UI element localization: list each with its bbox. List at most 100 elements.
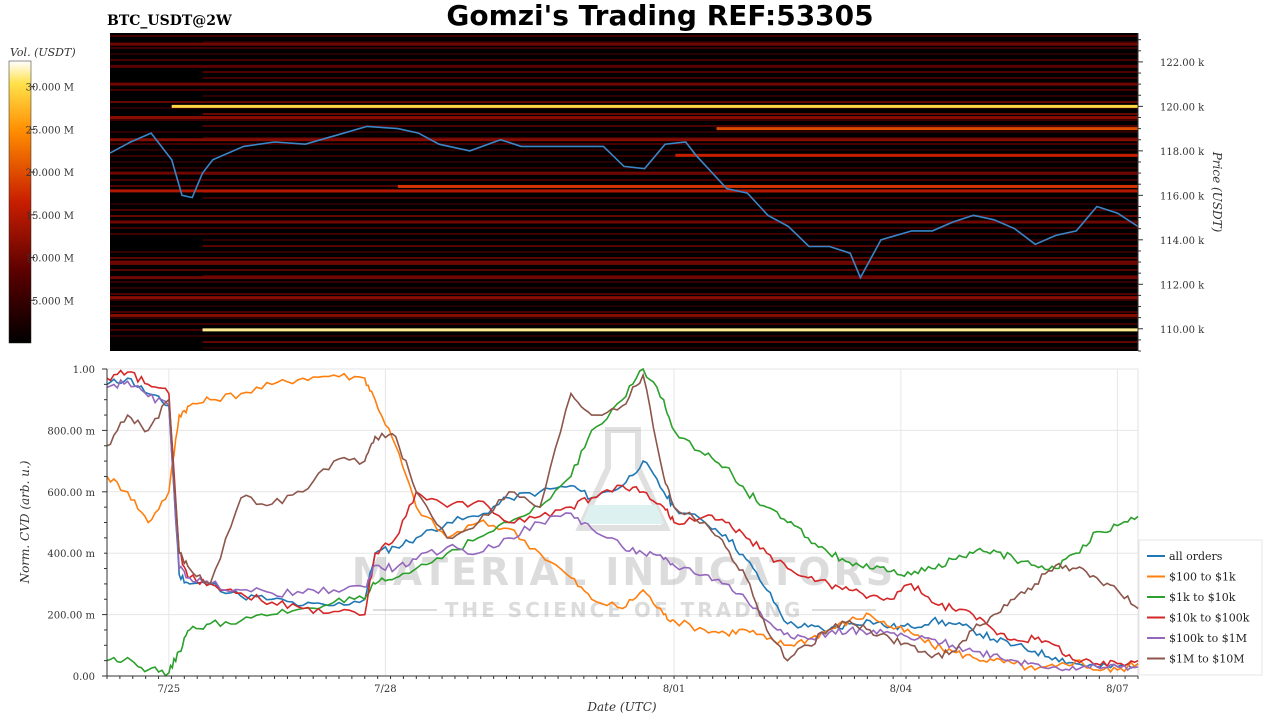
heatmap-row bbox=[110, 293, 1138, 295]
liquidity-level bbox=[110, 171, 1138, 175]
price-tick-label: 116.00 k bbox=[1160, 191, 1205, 202]
watermark-title: MATERIAL INDICATORS bbox=[352, 550, 896, 594]
legend-box bbox=[1138, 539, 1263, 676]
cvd-axis-label: Norm. CVD (arb. u.) bbox=[18, 460, 32, 584]
liquidity-level bbox=[110, 276, 1138, 280]
liquidity-level bbox=[397, 184, 1139, 188]
liquidity-level bbox=[110, 42, 1138, 46]
heatmap-row bbox=[110, 281, 1138, 283]
heatmap-row bbox=[110, 251, 1138, 253]
heatmap-row bbox=[110, 203, 1138, 205]
price-tick-label: 122.00 k bbox=[1160, 58, 1205, 69]
heatmap-row bbox=[110, 47, 1138, 49]
watermark: MATERIAL INDICATORS THE SCIENCE OF TRADI… bbox=[352, 427, 896, 622]
heatmap-row bbox=[202, 113, 1138, 115]
liquidity-level bbox=[202, 328, 1138, 332]
heatmap-row bbox=[110, 263, 1138, 265]
heatmap-row bbox=[202, 95, 1138, 97]
heatmap-row bbox=[110, 119, 1138, 121]
heatmap-row bbox=[202, 197, 1138, 199]
heatmap-row bbox=[202, 77, 1138, 79]
symbol-label: BTC_USDT@2W bbox=[107, 13, 232, 29]
heatmap-row bbox=[110, 323, 1138, 325]
heatmap-row bbox=[202, 275, 1138, 277]
colorbar bbox=[8, 60, 32, 344]
heatmap-row bbox=[110, 89, 1138, 91]
cvd-tick-label: 200.00 m bbox=[47, 611, 95, 622]
heatmap-row bbox=[110, 299, 1138, 301]
date-axis-label: Date (UTC) bbox=[586, 700, 656, 714]
price-tick-label: 110.00 k bbox=[1160, 325, 1205, 336]
liquidity-level bbox=[110, 313, 1138, 317]
liquidity-level bbox=[110, 296, 1138, 300]
date-tick-label: 8/07 bbox=[1106, 684, 1128, 695]
heatmap-row bbox=[110, 233, 1138, 235]
heatmap-row bbox=[110, 143, 1138, 145]
heatmap-row bbox=[110, 59, 1138, 61]
date-tick-label: 7/28 bbox=[374, 684, 396, 695]
heatmap-row bbox=[202, 239, 1138, 241]
heatmap-row bbox=[110, 35, 1138, 37]
legend-label: all orders bbox=[1169, 550, 1223, 563]
heatmap-row bbox=[110, 215, 1138, 217]
heatmap-row bbox=[202, 347, 1138, 349]
heatmap-row bbox=[202, 125, 1138, 127]
heatmap-row bbox=[110, 269, 1138, 271]
heatmap-row bbox=[110, 161, 1138, 163]
cvd-series-line bbox=[106, 378, 1139, 672]
heatmap-row bbox=[110, 209, 1138, 211]
cvd-series-line bbox=[106, 367, 1139, 677]
liquidity-level bbox=[110, 64, 1138, 68]
heatmap-row bbox=[110, 107, 1138, 109]
liquidity-level bbox=[171, 104, 1138, 108]
liquidity-level bbox=[110, 116, 1138, 120]
legend-label: $100k to $1M bbox=[1169, 632, 1247, 645]
watermark-subtitle: THE SCIENCE OF TRADING bbox=[445, 598, 804, 622]
flask-icon bbox=[575, 427, 671, 531]
liquidity-level bbox=[110, 138, 1138, 142]
legend-label: $1M to $10M bbox=[1169, 653, 1245, 666]
heatmap-row bbox=[110, 167, 1138, 169]
heatmap-row bbox=[202, 245, 1138, 247]
heatmap-row bbox=[110, 227, 1138, 229]
cvd-tick-label: 1.00 bbox=[73, 365, 95, 376]
heatmap-row bbox=[110, 179, 1138, 181]
colorbar-label: Vol. (USDT) bbox=[10, 46, 76, 59]
liquidity-level bbox=[716, 127, 1138, 131]
price-tick-label: 112.00 k bbox=[1160, 280, 1205, 291]
liquidity-level bbox=[110, 220, 1138, 224]
heatmap-row bbox=[202, 137, 1138, 139]
heatmap-row bbox=[110, 131, 1138, 133]
legend-label: $10k to $100k bbox=[1169, 612, 1250, 625]
price-tick-label: 120.00 k bbox=[1160, 102, 1205, 113]
liquidity-level bbox=[110, 189, 1138, 193]
cvd-series-line bbox=[106, 372, 1139, 674]
colorbar-tick-label: 15.000 M bbox=[26, 211, 74, 222]
date-tick-label: 8/04 bbox=[890, 684, 912, 695]
legend-label: $1k to $10k bbox=[1169, 591, 1236, 604]
heatmap-row bbox=[110, 101, 1138, 103]
date-tick-label: 8/01 bbox=[663, 684, 685, 695]
price-tick-label: 114.00 k bbox=[1160, 236, 1205, 247]
heatmap-row bbox=[110, 287, 1138, 289]
cvd-tick-label: 600.00 m bbox=[47, 488, 95, 499]
colorbar-tick-label: 5.000 M bbox=[32, 296, 74, 307]
price-tick-label: 118.00 k bbox=[1160, 147, 1205, 158]
liquidity-level bbox=[110, 82, 1138, 86]
cvd-series-line bbox=[106, 369, 1139, 668]
colorbar-tick-label: 30.000 M bbox=[26, 83, 74, 94]
liquidity-level bbox=[110, 260, 1138, 264]
heatmap-row bbox=[110, 317, 1138, 319]
price-axis-label: Price (USDT) bbox=[1210, 151, 1224, 233]
heatmap-row bbox=[202, 41, 1138, 43]
colorbar-tick-label: 25.000 M bbox=[26, 125, 74, 136]
liquidity-level bbox=[675, 153, 1138, 157]
colorbar-tick-label: 20.000 M bbox=[26, 168, 74, 179]
cvd-tick-label: 400.00 m bbox=[47, 549, 95, 560]
heatmap-row bbox=[110, 149, 1138, 151]
chart-title: Gomzi's Trading REF:53305 bbox=[446, 0, 873, 32]
heatmap-row bbox=[110, 311, 1138, 313]
cvd-tick-label: 0.00 bbox=[73, 672, 95, 683]
heatmap-row bbox=[110, 305, 1138, 307]
